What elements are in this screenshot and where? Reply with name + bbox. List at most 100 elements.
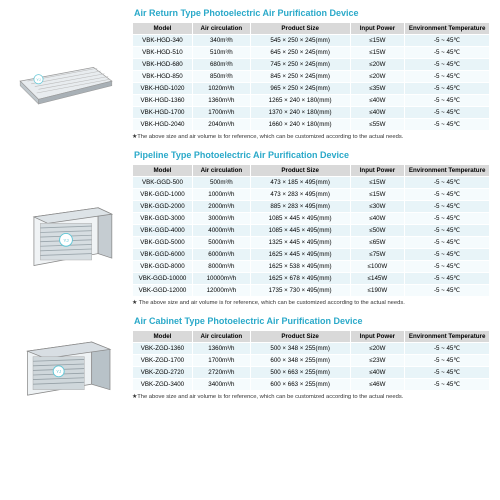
table-cell: 1360m³/h xyxy=(192,95,250,107)
table-cell: ≤40W xyxy=(350,95,405,107)
table-cell: 745 × 250 × 245(mm) xyxy=(250,59,350,71)
section-title: Air Return Type Photoelectric Air Purifi… xyxy=(6,8,494,18)
table-cell: -5 ~ 45℃ xyxy=(405,83,490,95)
table-cell: 1625 × 445 × 495(mm) xyxy=(250,249,350,261)
table-cell: ≤23W xyxy=(350,355,405,367)
table-cell: VBK-GGD-3000 xyxy=(133,213,193,225)
table-cell: -5 ~ 45℃ xyxy=(405,47,490,59)
table-cell: ≤20W xyxy=(350,343,405,355)
table-cell: 6000m³/h xyxy=(192,249,250,261)
table-cell: -5 ~ 45℃ xyxy=(405,177,490,189)
table-header: Environment Temperature xyxy=(405,331,490,343)
footnote: ★The above size and air volume is for re… xyxy=(132,394,490,400)
table-row: VBK-GGD-10001000m³/h473 × 283 × 495(mm)≤… xyxy=(133,189,490,201)
pipeline-device-image: YJ xyxy=(11,194,121,277)
svg-text:YJ: YJ xyxy=(63,238,68,243)
table-cell: VBK-HGD-340 xyxy=(133,35,193,47)
table-cell: 4000m³/h xyxy=(192,225,250,237)
table-cell: VBK-GGD-10000 xyxy=(133,273,193,285)
table-header: Air circulation xyxy=(192,331,250,343)
table-cell: -5 ~ 45℃ xyxy=(405,59,490,71)
table-cell: ≤50W xyxy=(350,225,405,237)
table-cell: 3400m³/h xyxy=(192,379,250,391)
table-cell: 10000m³/h xyxy=(192,273,250,285)
table-cell: VBK-GGD-8000 xyxy=(133,261,193,273)
table-cell: -5 ~ 45℃ xyxy=(405,285,490,297)
table-cell: 5000m³/h xyxy=(192,237,250,249)
table-cell: VBK-HGD-2040 xyxy=(133,119,193,131)
table-cell: ≤190W xyxy=(350,285,405,297)
table-cell: 845 × 250 × 245(mm) xyxy=(250,71,350,83)
table-row: VBK-ZGD-27202720m³/h500 × 663 × 255(mm)≤… xyxy=(133,367,490,379)
table-cell: -5 ~ 45℃ xyxy=(405,261,490,273)
table-cell: -5 ~ 45℃ xyxy=(405,189,490,201)
table-header: Environment Temperature xyxy=(405,23,490,35)
table-cell: 545 × 250 × 245(mm) xyxy=(250,35,350,47)
table-cell: 473 × 283 × 495(mm) xyxy=(250,189,350,201)
table-cell: ≤55W xyxy=(350,119,405,131)
table-cell: ≤20W xyxy=(350,59,405,71)
table-row: VBK-HGD-680680m³/h745 × 250 × 245(mm)≤20… xyxy=(133,59,490,71)
table-cell: VBK-GGD-500 xyxy=(133,177,193,189)
table-header: Product Size xyxy=(250,331,350,343)
table-cell: 12000m³/h xyxy=(192,285,250,297)
table-cell: VBK-GGD-4000 xyxy=(133,225,193,237)
table-cell: 500 × 663 × 255(mm) xyxy=(250,367,350,379)
table-cell: VBK-HGD-1700 xyxy=(133,107,193,119)
table-row: VBK-HGD-20402040m³/h1660 × 240 × 180(mm)… xyxy=(133,119,490,131)
table-cell: 600 × 348 × 255(mm) xyxy=(250,355,350,367)
table-row: VBK-HGD-10201020m³/h965 × 250 × 245(mm)≤… xyxy=(133,83,490,95)
table-cell: -5 ~ 45℃ xyxy=(405,249,490,261)
table-header: Air circulation xyxy=(192,165,250,177)
air-return-device-image: YJ xyxy=(11,49,121,113)
footnote: ★ The above size and air volume is for r… xyxy=(132,300,490,306)
table-header: Model xyxy=(133,331,193,343)
table-cell: 1085 × 445 × 495(mm) xyxy=(250,225,350,237)
table-cell: ≤75W xyxy=(350,249,405,261)
table-header: Input Power xyxy=(350,165,405,177)
table-cell: VBK-GGD-1000 xyxy=(133,189,193,201)
table-row: VBK-HGD-17001700m³/h1370 × 240 × 180(mm)… xyxy=(133,107,490,119)
table-cell: 1700m³/h xyxy=(192,355,250,367)
table-cell: 1000m³/h xyxy=(192,189,250,201)
table-cell: -5 ~ 45℃ xyxy=(405,355,490,367)
table-row: VBK-HGD-850850m³/h845 × 250 × 245(mm)≤20… xyxy=(133,71,490,83)
table-cell: -5 ~ 45℃ xyxy=(405,119,490,131)
table-row: VBK-HGD-510510m³/h645 × 250 × 245(mm)≤15… xyxy=(133,47,490,59)
table-header: Product Size xyxy=(250,23,350,35)
table-row: VBK-ZGD-17001700m³/h600 × 348 × 255(mm)≤… xyxy=(133,355,490,367)
table-cell: ≤30W xyxy=(350,201,405,213)
table-cell: -5 ~ 45℃ xyxy=(405,225,490,237)
table-cell: 1265 × 240 × 180(mm) xyxy=(250,95,350,107)
table-cell: VBK-HGD-1360 xyxy=(133,95,193,107)
table-cell: ≤46W xyxy=(350,379,405,391)
table-cell: ≤35W xyxy=(350,83,405,95)
table-cell: 8000m³/h xyxy=(192,261,250,273)
table-cell: 1325 × 445 × 495(mm) xyxy=(250,237,350,249)
table-cell: ≤15W xyxy=(350,35,405,47)
table-cell: -5 ~ 45℃ xyxy=(405,71,490,83)
table-row: VBK-HGD-13601360m³/h1265 × 240 × 180(mm)… xyxy=(133,95,490,107)
table-cell: -5 ~ 45℃ xyxy=(405,273,490,285)
table-cell: 340m³/h xyxy=(192,35,250,47)
spec-table: ModelAir circulationProduct SizeInput Po… xyxy=(132,22,490,131)
table-cell: VBK-GGD-2000 xyxy=(133,201,193,213)
table-cell: 645 × 250 × 245(mm) xyxy=(250,47,350,59)
table-header: Environment Temperature xyxy=(405,165,490,177)
table-cell: -5 ~ 45℃ xyxy=(405,379,490,391)
footnote: ★The above size and air volume is for re… xyxy=(132,134,490,140)
table-cell: 3000m³/h xyxy=(192,213,250,225)
table-row: VBK-GGD-30003000m³/h1085 × 445 × 495(mm)… xyxy=(133,213,490,225)
table-cell: 850m³/h xyxy=(192,71,250,83)
table-header: Air circulation xyxy=(192,23,250,35)
table-cell: VBK-ZGD-2720 xyxy=(133,367,193,379)
table-header: Product Size xyxy=(250,165,350,177)
table-cell: -5 ~ 45℃ xyxy=(405,237,490,249)
table-row: VBK-GGD-1000010000m³/h1625 × 678 × 495(m… xyxy=(133,273,490,285)
table-row: VBK-GGD-500500m³/h473 × 185 × 495(mm)≤15… xyxy=(133,177,490,189)
table-cell: 2720m³/h xyxy=(192,367,250,379)
table-cell: 1370 × 240 × 180(mm) xyxy=(250,107,350,119)
table-cell: -5 ~ 45℃ xyxy=(405,35,490,47)
table-cell: ≤40W xyxy=(350,107,405,119)
table-header: Input Power xyxy=(350,331,405,343)
